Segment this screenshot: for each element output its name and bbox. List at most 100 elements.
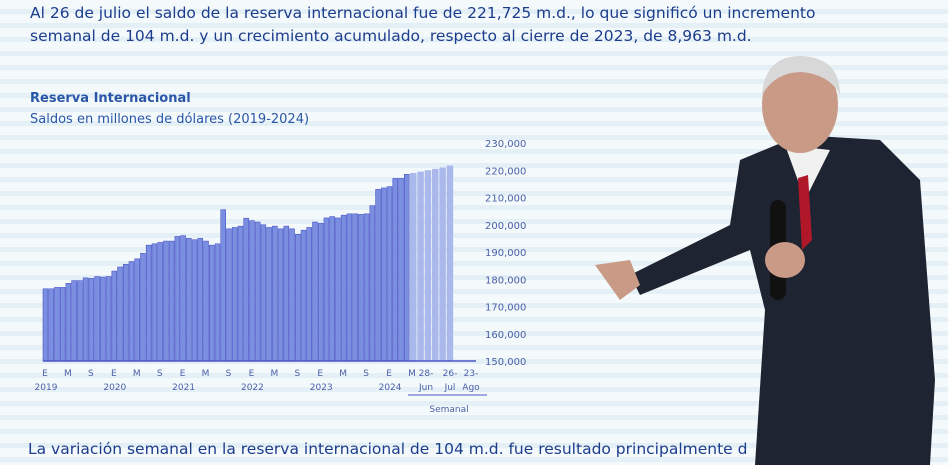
monthly-bar bbox=[140, 253, 146, 362]
x-tick-label: E bbox=[180, 369, 186, 379]
monthly-bar bbox=[128, 261, 135, 362]
x-tick-label: M bbox=[270, 369, 278, 379]
monthly-bar bbox=[180, 235, 186, 362]
monthly-bar bbox=[111, 270, 118, 362]
y-tick-label: 230,000 bbox=[485, 139, 526, 150]
weekly-tick-label: 23- bbox=[464, 369, 479, 379]
y-tick-label: 210,000 bbox=[485, 194, 526, 205]
monthly-bar bbox=[317, 223, 324, 362]
monthly-bar bbox=[295, 233, 301, 362]
monthly-bar bbox=[122, 263, 129, 362]
x-tick-label: E bbox=[317, 369, 323, 379]
reserve-bar-chart: 150,000 160,000 170,000 180,000 190,000 200,0… bbox=[35, 139, 527, 415]
monthly-bar bbox=[71, 280, 77, 362]
weekly-bar bbox=[417, 171, 424, 361]
monthly-bar bbox=[386, 186, 393, 362]
monthly-bar bbox=[88, 278, 95, 362]
y-tick-label: 220,000 bbox=[485, 166, 526, 177]
monthly-bar bbox=[77, 280, 83, 362]
year-label: 2024 bbox=[379, 383, 402, 393]
monthly-bar bbox=[117, 266, 123, 362]
chart-subtitle: Saldos en millones de dólares (2019-2024… bbox=[30, 112, 310, 127]
monthly-bar bbox=[65, 283, 72, 362]
monthly-bar bbox=[42, 288, 49, 362]
monthly-bar bbox=[151, 243, 158, 362]
monthly-bar bbox=[197, 238, 204, 362]
monthly-bar bbox=[220, 209, 226, 362]
monthly-bar bbox=[100, 276, 106, 362]
monthly-bar bbox=[381, 187, 387, 362]
monthly-bar bbox=[254, 221, 261, 362]
monthly-bar bbox=[289, 228, 295, 362]
year-label: 2019 bbox=[35, 383, 58, 393]
presenter-figure bbox=[595, 55, 935, 465]
monthly-bar bbox=[312, 221, 318, 362]
monthly-bar bbox=[300, 229, 307, 362]
monthly-bar bbox=[323, 217, 330, 362]
monthly-bar bbox=[157, 242, 163, 362]
y-tick-label: 150,000 bbox=[485, 357, 526, 368]
year-label: 2021 bbox=[172, 383, 195, 393]
y-tick-label: 200,000 bbox=[485, 221, 526, 232]
y-tick-label: 160,000 bbox=[485, 330, 526, 341]
weekly-bar bbox=[432, 168, 439, 361]
year-label: 2023 bbox=[310, 383, 333, 393]
year-label: 2020 bbox=[103, 383, 126, 393]
weekly-tick-label: 26- bbox=[443, 369, 458, 379]
monthly-bar bbox=[329, 216, 335, 362]
monthly-bar bbox=[306, 227, 313, 362]
weekly-bar bbox=[439, 167, 446, 361]
monthly-bar bbox=[191, 239, 198, 362]
year-label: 2022 bbox=[241, 383, 264, 393]
monthly-bar bbox=[363, 213, 370, 362]
monthly-bar bbox=[208, 244, 215, 362]
monthly-bar bbox=[105, 276, 112, 362]
monthly-bar bbox=[48, 288, 54, 362]
monthly-bar bbox=[398, 178, 404, 362]
monthly-bar bbox=[283, 225, 290, 362]
headline-line-1: Al 26 de julio el saldo de la reserva in… bbox=[30, 4, 816, 22]
x-tick-label: E bbox=[249, 369, 255, 379]
monthly-bar bbox=[375, 189, 381, 362]
monthly-bar bbox=[358, 214, 364, 362]
monthly-bar bbox=[145, 244, 152, 362]
weekly-month-label: Jun bbox=[418, 383, 433, 393]
weekly-bar bbox=[424, 170, 432, 361]
monthly-bar bbox=[260, 224, 267, 362]
x-tick-label: E bbox=[386, 369, 392, 379]
x-tick-label: M bbox=[64, 369, 72, 379]
x-tick-label: E bbox=[42, 369, 48, 379]
monthly-bar bbox=[369, 205, 376, 362]
weekly-month-label: Ago bbox=[462, 383, 480, 393]
monthly-bar bbox=[82, 277, 89, 362]
weekly-tick-label: 28- bbox=[419, 369, 434, 379]
monthly-bar bbox=[59, 287, 66, 362]
monthly-bar bbox=[392, 178, 399, 362]
monthly-bar bbox=[174, 236, 181, 362]
monthly-bar bbox=[163, 240, 169, 362]
x-tick-label: E bbox=[111, 369, 117, 379]
monthly-bar bbox=[203, 240, 209, 362]
x-tick-label: S bbox=[294, 369, 300, 379]
monthly-bar bbox=[352, 213, 358, 362]
monthly-bar bbox=[340, 214, 347, 362]
headline-line-2: semanal de 104 m.d. y un crecimiento acu… bbox=[30, 27, 752, 45]
monthly-bar bbox=[54, 287, 60, 362]
monthly-bar bbox=[214, 243, 221, 362]
x-tick-label: M bbox=[202, 369, 210, 379]
x-tick-label: M bbox=[408, 369, 416, 379]
weekly-group-label: Semanal bbox=[429, 405, 468, 415]
monthly-bar bbox=[272, 225, 278, 362]
monthly-bar bbox=[94, 276, 100, 362]
monthly-bar bbox=[168, 240, 175, 362]
monthly-bar bbox=[277, 228, 284, 362]
monthly-bar bbox=[231, 227, 238, 362]
y-tick-label: 180,000 bbox=[485, 275, 526, 286]
weekly-month-label: Jul bbox=[444, 383, 456, 393]
monthly-bar bbox=[186, 238, 192, 362]
x-tick-label: S bbox=[157, 369, 163, 379]
weekly-bar bbox=[410, 172, 417, 361]
chart-title: Reserva Internacional bbox=[30, 91, 191, 106]
x-tick-label: M bbox=[339, 369, 347, 379]
monthly-bar bbox=[134, 258, 140, 362]
